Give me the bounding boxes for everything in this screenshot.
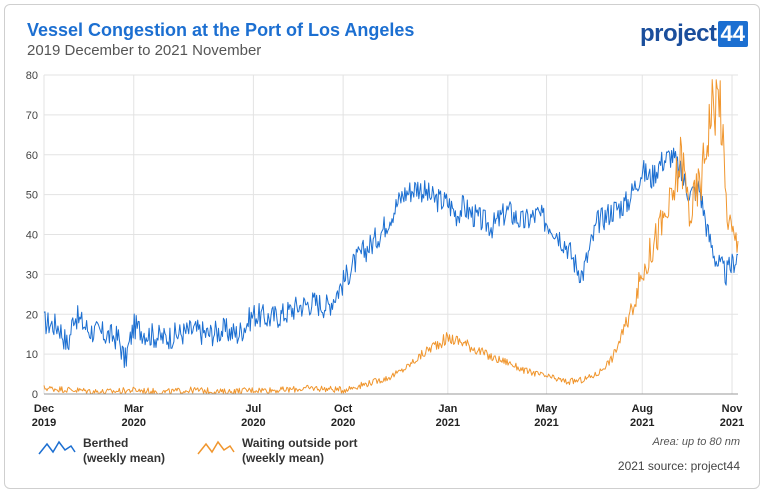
- x-tick-label: Jan: [438, 403, 457, 415]
- series-waiting-line: [43, 79, 739, 395]
- source-note: 2021 source: project44: [617, 459, 740, 473]
- legend-label-berthed: Berthed: [83, 436, 129, 450]
- chart-card: [4, 4, 760, 489]
- legend-item-waiting: Waiting outside port (weekly mean): [196, 436, 358, 466]
- x-tick-label: May: [536, 403, 558, 415]
- y-tick-label: 60: [26, 150, 38, 162]
- legend-item-berthed: Berthed (weekly mean): [37, 436, 165, 466]
- x-tick-label: Oct: [334, 403, 353, 415]
- x-tick-year: 2021: [720, 417, 744, 429]
- y-tick-label: 30: [26, 269, 38, 281]
- legend-sublabel-waiting: (weekly mean): [242, 451, 325, 465]
- y-tick-label: 40: [26, 230, 38, 242]
- legend-label-waiting: Waiting outside port: [242, 436, 358, 450]
- area-note: Area: up to 80 nm: [652, 436, 740, 448]
- y-tick-label: 50: [26, 190, 38, 202]
- x-tick-year: 2020: [331, 417, 355, 429]
- x-tick-label: Jul: [245, 403, 261, 415]
- y-tick-label: 80: [26, 70, 38, 82]
- legend-line-icon-waiting: [197, 440, 235, 455]
- x-tick-year: 2020: [241, 417, 265, 429]
- series-layer: [43, 79, 739, 395]
- y-tick-label: 70: [26, 110, 38, 122]
- x-tick-year: 2019: [32, 417, 56, 429]
- x-tick-label: Aug: [632, 403, 653, 415]
- x-tick-year: 2021: [436, 417, 460, 429]
- x-tick-label: Nov: [722, 403, 744, 415]
- legend-line-icon-berthed: [38, 440, 76, 455]
- y-tick-label: 0: [32, 389, 38, 401]
- y-tick-label: 10: [26, 349, 38, 361]
- project44-logo: project 44: [640, 20, 748, 48]
- chart-subtitle: 2019 December to 2021 November: [27, 42, 262, 59]
- logo-word: project: [640, 20, 717, 47]
- y-tick-label: 20: [26, 309, 38, 321]
- logo-number: 44: [717, 21, 748, 47]
- x-tick-label: Mar: [124, 403, 144, 415]
- chart-title: Vessel Congestion at the Port of Los Ang…: [27, 20, 415, 40]
- x-tick-year: 2021: [630, 417, 654, 429]
- axis-layer: 0 10 20 30 40 50 60 70 80 Dec 2019 Mar 2020 Jul 2020 Oc…: [26, 70, 745, 429]
- grid-layer: [43, 74, 738, 395]
- legend-sublabel-berthed: (weekly mean): [83, 451, 166, 465]
- x-tick-year: 2021: [534, 417, 558, 429]
- series-berthed-line: [43, 147, 739, 368]
- x-tick-label: Dec: [34, 403, 54, 415]
- x-tick-year: 2020: [121, 417, 145, 429]
